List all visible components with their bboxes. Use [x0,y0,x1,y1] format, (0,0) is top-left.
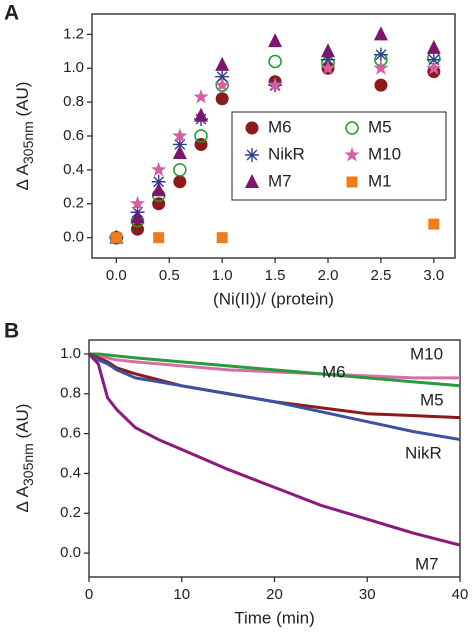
y-axis-label-part: Δ A [13,163,32,190]
marker [151,182,166,197]
legend-label: M5 [368,117,392,136]
legend-label: M7 [268,171,292,190]
marker [194,129,208,143]
line [87,352,461,547]
y-axis-label-part: 305nm [20,443,36,486]
x-tick-label: 0.5 [159,267,180,284]
y-tick-label: 0.2 [60,504,81,521]
line [89,352,461,388]
marker [373,60,389,75]
legend-marker [245,148,259,162]
x-tick-label: 20 [266,586,283,603]
legend-marker [345,121,359,135]
marker [215,69,230,84]
marker [320,60,336,75]
legend-label: M10 [368,144,401,163]
line-label: NikR [405,443,442,462]
panel-label: A [4,2,19,25]
x-tick-label: 3.0 [423,267,444,284]
y-axis-label-part: Δ A [13,485,32,512]
marker [426,52,441,67]
y-tick-label: 0.4 [60,464,81,481]
marker [426,60,442,75]
x-tick-label: 1.0 [212,267,233,284]
x-axis-label: Time (min) [234,608,315,627]
marker [110,232,122,244]
y-tick-label: 0.6 [63,127,84,144]
marker [215,92,229,106]
x-tick-label: 10 [173,586,190,603]
marker [173,163,187,177]
marker [321,52,336,67]
legend-marker [245,121,259,135]
marker [129,195,146,211]
y-tick-label: 0.8 [60,385,81,402]
x-tick-label: 0 [85,586,93,603]
x-tick-label: 40 [452,586,469,603]
marker [153,232,165,244]
legend-label: M1 [368,171,392,190]
y-axis-label-part: (AU) [13,404,32,444]
line [88,352,461,442]
y-axis-label-part: (AU) [13,82,32,122]
panel-label: B [4,320,19,343]
marker [151,161,167,177]
line-label: M7 [415,554,439,573]
line [88,352,460,380]
y-tick-label: 1.2 [63,25,84,42]
marker [194,107,209,122]
marker [130,209,145,224]
legend-marker [245,174,259,188]
marker [214,77,230,92]
y-axis-label: Δ A305nm (AU) [13,404,35,513]
x-tick-label: 2.0 [318,267,339,284]
y-tick-label: 0.0 [60,544,81,561]
marker [172,128,188,143]
x-tick-label: 1.5 [265,267,286,284]
legend-label: M6 [268,117,292,136]
marker [268,33,283,48]
marker [172,144,187,159]
y-tick-label: 1.0 [63,59,84,76]
line-label: M10 [410,344,443,363]
y-axis-label: Δ A305nm (AU) [13,82,35,191]
marker [268,54,282,69]
y-tick-label: 0.8 [63,93,84,110]
x-tick-label: 2.5 [370,267,391,284]
marker [321,43,336,58]
y-tick-label: 0.0 [63,229,84,246]
marker [216,232,228,244]
marker [193,89,209,104]
legend-marker [344,147,360,162]
line-label: M5 [420,390,444,409]
y-axis-label-part: 305nm [20,121,36,164]
marker [426,39,441,54]
marker [173,175,187,189]
x-tick-label: 0.0 [106,267,127,284]
legend-marker [346,176,358,188]
marker [172,137,187,152]
marker [374,78,388,92]
y-tick-label: 0.6 [60,425,81,442]
marker [151,174,166,189]
x-tick-label: 30 [359,586,376,603]
marker [373,26,388,41]
legend-label: NikR [268,144,305,163]
marker [267,77,283,92]
y-tick-label: 0.4 [63,161,84,178]
y-tick-label: 0.2 [63,195,84,212]
marker [373,47,388,62]
legend-box [231,111,447,201]
line-label: M6 [322,362,346,381]
x-axis-label: (Ni(II))/ (protein) [213,289,334,308]
marker [215,56,230,71]
marker [428,218,440,230]
y-tick-label: 1.0 [60,345,81,362]
